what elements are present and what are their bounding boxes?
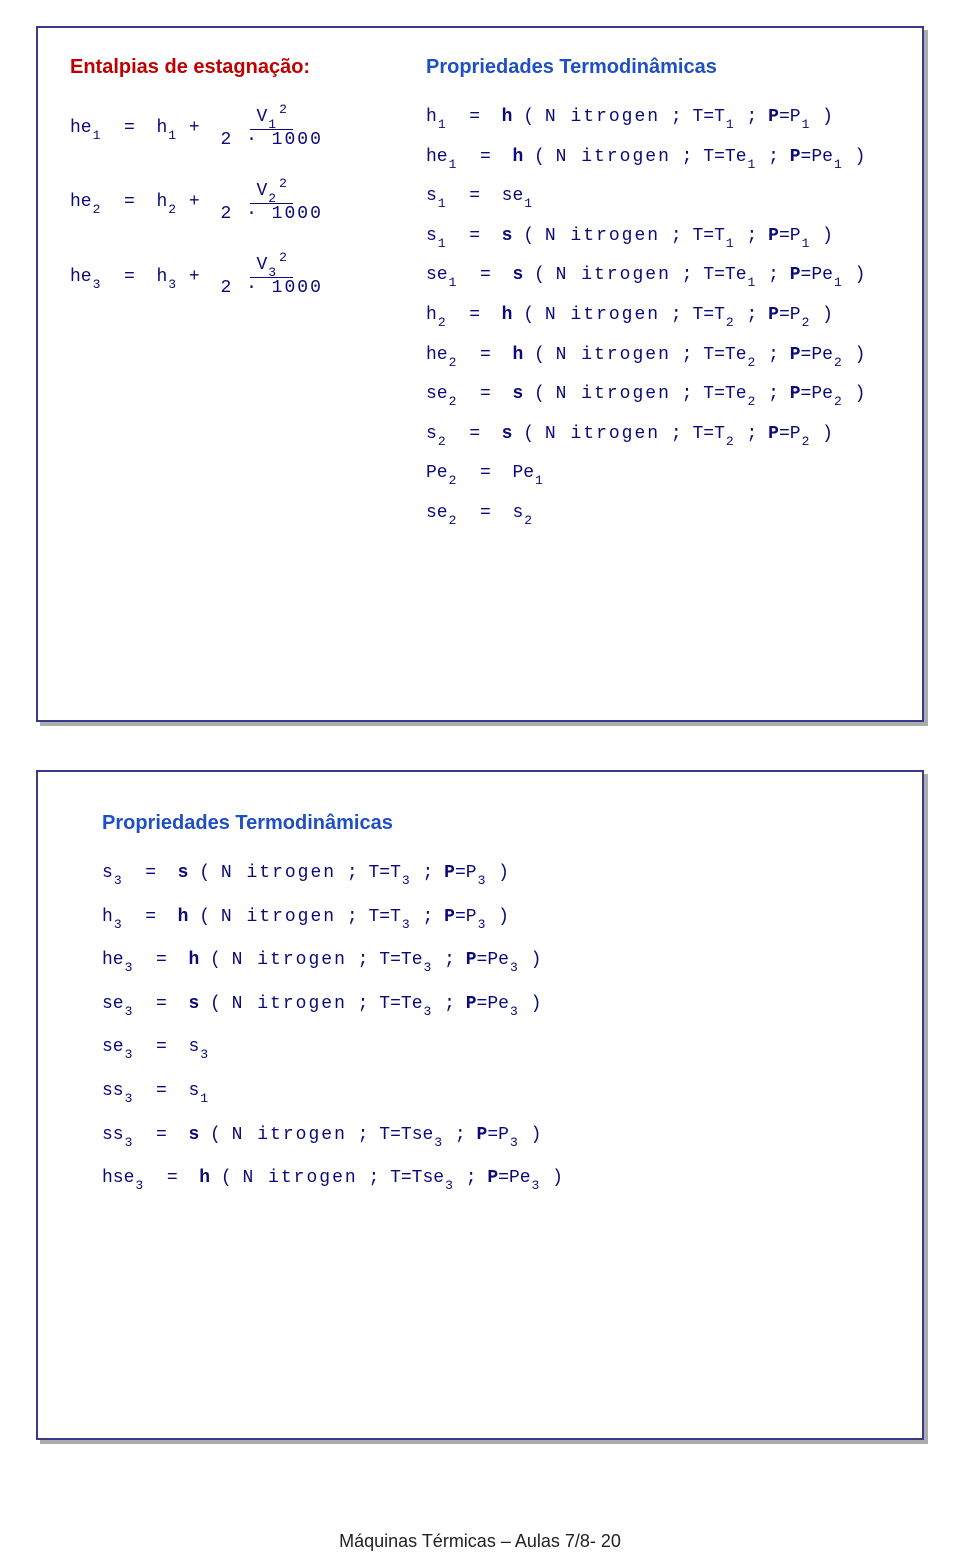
- equation: se3 = s3: [102, 1037, 858, 1059]
- page-footer: Máquinas Térmicas – Aulas 7/8- 20: [0, 1531, 960, 1552]
- equation: s3 = s ( N itrogen ; T=T3 ; P=P3 ): [102, 863, 858, 885]
- panel-2: Propriedades Termodinâmicas s3 = s ( N i…: [36, 770, 924, 1440]
- equation: h3 = h ( N itrogen ; T=T3 ; P=P3 ): [102, 907, 858, 929]
- left-column: Entalpias de estagnação: he1 = h1 + V122…: [70, 56, 370, 543]
- equation: he1 = h ( N itrogen ; T=Te1 ; P=Pe1 ): [426, 147, 890, 169]
- stag-enthalpy-eq: he3 = h3 + V322 · 1000: [70, 255, 370, 299]
- stag-enthalpy-eq: he2 = h2 + V222 · 1000: [70, 181, 370, 225]
- title-propriedades-2: Propriedades Termodinâmicas: [102, 812, 858, 835]
- title-propriedades-1: Propriedades Termodinâmicas: [426, 56, 890, 79]
- equation: ss3 = s1: [102, 1081, 858, 1103]
- panel-1: Entalpias de estagnação: he1 = h1 + V122…: [36, 26, 924, 722]
- equation: hse3 = h ( N itrogen ; T=Tse3 ; P=Pe3 ): [102, 1168, 858, 1190]
- equation: ss3 = s ( N itrogen ; T=Tse3 ; P=P3 ): [102, 1125, 858, 1147]
- equation: s1 = se1: [426, 186, 890, 208]
- equation: se2 = s ( N itrogen ; T=Te2 ; P=Pe2 ): [426, 384, 890, 406]
- equation: h1 = h ( N itrogen ; T=T1 ; P=P1 ): [426, 107, 890, 129]
- equation: he2 = h ( N itrogen ; T=Te2 ; P=Pe2 ): [426, 345, 890, 367]
- equation: he3 = h ( N itrogen ; T=Te3 ; P=Pe3 ): [102, 950, 858, 972]
- equation: h2 = h ( N itrogen ; T=T2 ; P=P2 ): [426, 305, 890, 327]
- equation: se2 = s2: [426, 503, 890, 525]
- right-column: Propriedades Termodinâmicas h1 = h ( N i…: [426, 56, 890, 543]
- equation: Pe2 = Pe1: [426, 463, 890, 485]
- equation: se1 = s ( N itrogen ; T=Te1 ; P=Pe1 ): [426, 265, 890, 287]
- equation: s2 = s ( N itrogen ; T=T2 ; P=P2 ): [426, 424, 890, 446]
- title-entalpias: Entalpias de estagnação:: [70, 56, 370, 79]
- stag-enthalpy-eq: he1 = h1 + V122 · 1000: [70, 107, 370, 151]
- equation: se3 = s ( N itrogen ; T=Te3 ; P=Pe3 ): [102, 994, 858, 1016]
- equation: s1 = s ( N itrogen ; T=T1 ; P=P1 ): [426, 226, 890, 248]
